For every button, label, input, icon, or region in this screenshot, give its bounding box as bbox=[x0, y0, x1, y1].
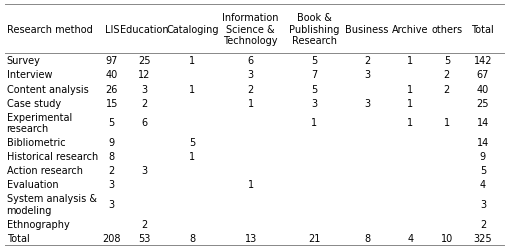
Text: 97: 97 bbox=[105, 56, 118, 66]
Text: 7: 7 bbox=[311, 70, 318, 80]
Text: Archive: Archive bbox=[392, 24, 429, 34]
Text: Total: Total bbox=[471, 24, 494, 34]
Text: 15: 15 bbox=[105, 98, 118, 108]
Text: Content analysis: Content analysis bbox=[7, 84, 89, 94]
Text: 4: 4 bbox=[407, 233, 413, 243]
Text: 3: 3 bbox=[109, 199, 115, 209]
Text: Book &
Publishing
Research: Book & Publishing Research bbox=[289, 13, 340, 46]
Text: Action research: Action research bbox=[7, 166, 82, 175]
Text: System analysis &
modeling: System analysis & modeling bbox=[7, 194, 97, 215]
Text: 10: 10 bbox=[441, 233, 453, 243]
Text: 6: 6 bbox=[141, 118, 147, 128]
Text: 8: 8 bbox=[189, 233, 195, 243]
Text: 40: 40 bbox=[106, 70, 118, 80]
Text: Ethnography: Ethnography bbox=[7, 219, 69, 229]
Text: 1: 1 bbox=[247, 180, 253, 190]
Text: Education: Education bbox=[120, 24, 168, 34]
Text: 5: 5 bbox=[311, 56, 318, 66]
Text: Case study: Case study bbox=[7, 98, 61, 108]
Text: 2: 2 bbox=[444, 70, 450, 80]
Text: 3: 3 bbox=[141, 84, 147, 94]
Text: 3: 3 bbox=[311, 98, 317, 108]
Text: 1: 1 bbox=[407, 98, 413, 108]
Text: 3: 3 bbox=[247, 70, 253, 80]
Text: Cataloging: Cataloging bbox=[166, 24, 218, 34]
Text: 1: 1 bbox=[407, 84, 413, 94]
Text: Survey: Survey bbox=[7, 56, 41, 66]
Text: 14: 14 bbox=[477, 138, 489, 147]
Text: Business: Business bbox=[346, 24, 389, 34]
Text: 1: 1 bbox=[247, 98, 253, 108]
Text: 1: 1 bbox=[444, 118, 450, 128]
Text: 67: 67 bbox=[477, 70, 489, 80]
Text: Research method: Research method bbox=[7, 24, 92, 34]
Text: 9: 9 bbox=[480, 152, 486, 162]
Text: 1: 1 bbox=[189, 56, 195, 66]
Text: 3: 3 bbox=[480, 199, 486, 209]
Text: 21: 21 bbox=[308, 233, 321, 243]
Text: 2: 2 bbox=[364, 56, 371, 66]
Text: 5: 5 bbox=[189, 138, 195, 147]
Text: Evaluation: Evaluation bbox=[7, 180, 58, 190]
Text: 3: 3 bbox=[364, 98, 370, 108]
Text: 6: 6 bbox=[247, 56, 253, 66]
Text: 12: 12 bbox=[138, 70, 150, 80]
Text: 3: 3 bbox=[141, 166, 147, 175]
Text: others: others bbox=[431, 24, 462, 34]
Text: 8: 8 bbox=[364, 233, 370, 243]
Text: 2: 2 bbox=[141, 219, 147, 229]
Text: 1: 1 bbox=[407, 118, 413, 128]
Text: 2: 2 bbox=[141, 98, 147, 108]
Text: 53: 53 bbox=[138, 233, 150, 243]
Text: 40: 40 bbox=[477, 84, 489, 94]
Text: 25: 25 bbox=[476, 98, 489, 108]
Text: 5: 5 bbox=[444, 56, 450, 66]
Text: 3: 3 bbox=[364, 70, 370, 80]
Text: Bibliometric: Bibliometric bbox=[7, 138, 65, 147]
Text: 1: 1 bbox=[407, 56, 413, 66]
Text: 13: 13 bbox=[244, 233, 257, 243]
Text: Interview: Interview bbox=[7, 70, 52, 80]
Text: 2: 2 bbox=[480, 219, 486, 229]
Text: Experimental
research: Experimental research bbox=[7, 112, 72, 134]
Text: 208: 208 bbox=[102, 233, 121, 243]
Text: 26: 26 bbox=[105, 84, 118, 94]
Text: 8: 8 bbox=[109, 152, 115, 162]
Text: 1: 1 bbox=[189, 84, 195, 94]
Text: 325: 325 bbox=[473, 233, 492, 243]
Text: Information
Science &
Technology: Information Science & Technology bbox=[222, 13, 279, 46]
Text: Total: Total bbox=[7, 233, 30, 243]
Text: 2: 2 bbox=[444, 84, 450, 94]
Text: 2: 2 bbox=[108, 166, 115, 175]
Text: 14: 14 bbox=[477, 118, 489, 128]
Text: 2: 2 bbox=[247, 84, 253, 94]
Text: 3: 3 bbox=[109, 180, 115, 190]
Text: 5: 5 bbox=[311, 84, 318, 94]
Text: 5: 5 bbox=[108, 118, 115, 128]
Text: 1: 1 bbox=[311, 118, 317, 128]
Text: LIS: LIS bbox=[104, 24, 119, 34]
Text: 4: 4 bbox=[480, 180, 486, 190]
Text: 9: 9 bbox=[109, 138, 115, 147]
Text: 25: 25 bbox=[138, 56, 151, 66]
Text: 5: 5 bbox=[480, 166, 486, 175]
Text: Historical research: Historical research bbox=[7, 152, 98, 162]
Text: 142: 142 bbox=[474, 56, 492, 66]
Text: 1: 1 bbox=[189, 152, 195, 162]
